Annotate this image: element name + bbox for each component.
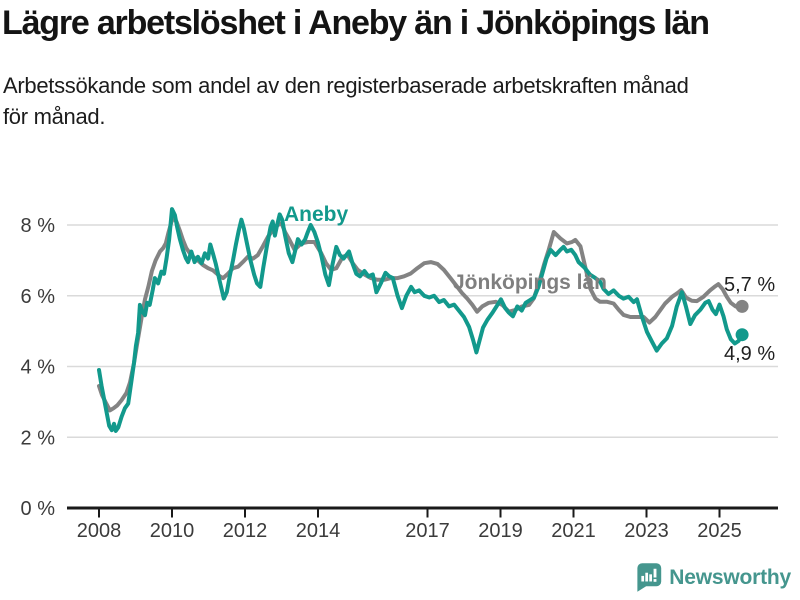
x-tick-label: 2021 <box>551 520 596 542</box>
end-value-label-aneby: 4,9 % <box>724 343 775 365</box>
x-tick-label: 2019 <box>478 520 523 542</box>
series-label-aneby: Aneby <box>284 203 349 226</box>
x-tick-label: 2012 <box>223 520 268 542</box>
y-tick-label: 0 % <box>21 498 56 520</box>
newsworthy-logo[interactable]: Newsworthy <box>635 562 791 593</box>
newsworthy-logo-icon <box>637 563 662 592</box>
y-tick-label: 2 % <box>21 427 56 449</box>
series-end-dot-jonkopings-lan <box>735 299 749 313</box>
newsworthy-logo-text: Newsworthy <box>669 565 791 589</box>
x-tick-label: 2025 <box>697 520 742 542</box>
series-end-dot-aneby <box>735 328 749 342</box>
chart-title: Lägre arbetslöshet i Aneby än i Jönköpin… <box>2 4 710 42</box>
end-value-label-jonkopings-lan: 5,7 % <box>724 274 775 296</box>
chart-subtitle: Arbetssökande som andel av den registerb… <box>3 70 689 132</box>
x-tick-label: 2017 <box>405 520 450 542</box>
y-tick-label: 6 % <box>21 286 56 308</box>
chart-subtitle-line1: Arbetssökande som andel av den registerb… <box>3 73 689 98</box>
y-tick-label: 4 % <box>21 357 56 379</box>
x-tick-label: 2008 <box>77 520 122 542</box>
series-line-aneby <box>97 207 745 433</box>
x-tick-label: 2014 <box>296 520 341 542</box>
chart-subtitle-line2: för månad. <box>3 104 106 129</box>
series-label-jonkopings-lan: Jönköpings län <box>453 271 607 294</box>
series-line-jonkopings-lan <box>97 215 745 413</box>
x-tick-label: 2010 <box>150 520 195 542</box>
y-tick-label: 8 % <box>21 215 56 237</box>
x-tick-label: 2023 <box>624 520 669 542</box>
